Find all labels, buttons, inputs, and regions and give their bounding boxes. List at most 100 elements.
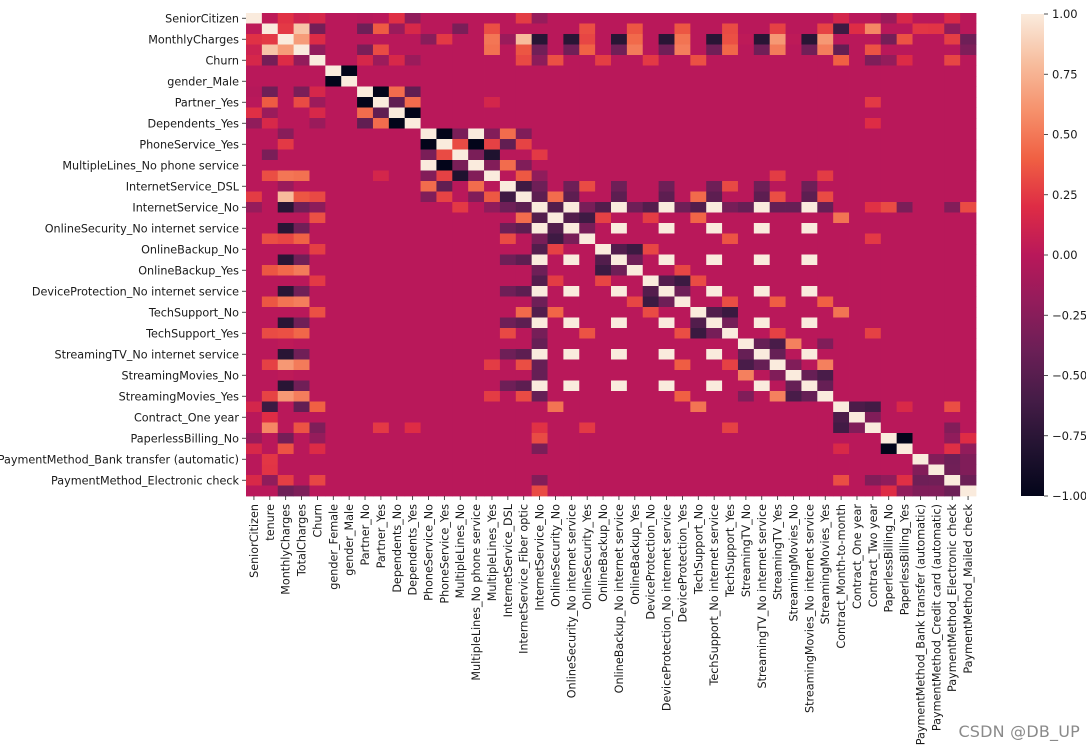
- heatmap-cell: [515, 223, 533, 234]
- heatmap-cell: [372, 454, 390, 465]
- heatmap-cell: [658, 433, 675, 444]
- heatmap-cell: [246, 149, 263, 161]
- heatmap-cell: [690, 170, 707, 182]
- heatmap-cell: [246, 485, 263, 497]
- heatmap-cell: [372, 55, 390, 66]
- heatmap-cell: [436, 265, 453, 276]
- heatmap-cell: [372, 349, 390, 360]
- heatmap-cell: [928, 380, 945, 392]
- heatmap-cell: [293, 44, 310, 56]
- heatmap-cell: [547, 485, 564, 497]
- heatmap-cell: [499, 412, 517, 423]
- heatmap-cell: [658, 13, 675, 24]
- heatmap-cell: [261, 149, 279, 161]
- heatmap-cell: [706, 149, 723, 161]
- heatmap-cell: [420, 454, 437, 465]
- heatmap-cell: [372, 212, 390, 224]
- heatmap-cell: [817, 464, 834, 476]
- heatmap-cell: [864, 328, 882, 339]
- heatmap-cell: [452, 23, 469, 35]
- heatmap-cell: [658, 412, 675, 423]
- heatmap-cell: [753, 181, 771, 192]
- heatmap-cell: [737, 454, 755, 465]
- heatmap-cell: [737, 338, 755, 350]
- heatmap-cell: [880, 149, 898, 161]
- y-tick-label: StreamingTV_No internet service: [55, 348, 240, 361]
- heatmap-cell: [611, 212, 628, 224]
- heatmap-cell: [341, 44, 358, 56]
- heatmap-cell: [753, 254, 771, 266]
- heatmap-cell: [372, 128, 390, 140]
- heatmap-cell: [420, 170, 437, 182]
- heatmap-cell: [785, 286, 802, 297]
- heatmap-cell: [801, 464, 818, 476]
- heatmap-cell: [722, 128, 739, 140]
- heatmap-cell: [706, 349, 723, 360]
- heatmap-cell: [452, 328, 469, 339]
- heatmap-cell: [833, 107, 850, 119]
- heatmap-cell: [325, 349, 342, 360]
- heatmap-cell: [325, 86, 342, 98]
- heatmap-cell: [690, 65, 707, 77]
- heatmap-cell: [960, 433, 977, 444]
- colorbar-tick-label: −0.50: [1052, 369, 1086, 383]
- heatmap-cell: [864, 128, 882, 140]
- heatmap-cell: [674, 359, 691, 371]
- heatmap-cell: [785, 118, 802, 129]
- heatmap-cell: [912, 485, 929, 497]
- heatmap-cell: [293, 149, 310, 161]
- heatmap-cell: [912, 13, 929, 24]
- heatmap-cell: [357, 202, 374, 213]
- heatmap-cell: [325, 23, 342, 35]
- heatmap-cell: [817, 97, 834, 108]
- heatmap-cell: [404, 97, 421, 108]
- heatmap-cell: [912, 76, 929, 87]
- heatmap-cell: [737, 391, 755, 402]
- heatmap-cell: [277, 76, 295, 87]
- heatmap-cell: [372, 202, 390, 213]
- heatmap-cell: [309, 286, 326, 297]
- heatmap-cell: [944, 464, 961, 476]
- heatmap-cell: [595, 139, 612, 150]
- heatmap-cell: [817, 34, 834, 45]
- heatmap-cell: [420, 485, 437, 497]
- heatmap-cell: [833, 44, 850, 56]
- x-tick-label: StreamingTV_No: [740, 504, 753, 597]
- heatmap-cell: [468, 13, 485, 24]
- x-tick-label: Partner_No: [359, 504, 372, 566]
- heatmap-cell: [960, 412, 977, 423]
- heatmap-cell: [388, 233, 406, 245]
- heatmap-cell: [341, 13, 358, 24]
- heatmap-cell: [531, 23, 548, 35]
- heatmap-cell: [499, 464, 517, 476]
- heatmap-cell: [611, 464, 628, 476]
- heatmap-cell: [912, 160, 929, 171]
- heatmap-cell: [880, 412, 898, 423]
- heatmap-cell: [357, 76, 374, 87]
- heatmap-cell: [261, 160, 279, 171]
- heatmap-cell: [388, 454, 406, 465]
- heatmap-cell: [357, 55, 374, 66]
- heatmap-cell: [499, 286, 517, 297]
- heatmap-cell: [563, 422, 580, 434]
- heatmap-cell: [531, 391, 548, 402]
- heatmap-cell: [896, 401, 913, 413]
- heatmap-cell: [801, 443, 818, 455]
- heatmap-cell: [753, 202, 771, 213]
- heatmap-cell: [928, 223, 945, 234]
- heatmap-cell: [753, 13, 771, 24]
- heatmap-cell: [246, 160, 263, 171]
- heatmap-cell: [515, 422, 533, 434]
- heatmap-cell: [928, 202, 945, 213]
- heatmap-cell: [325, 170, 342, 182]
- heatmap-cell: [261, 254, 279, 266]
- heatmap-cell: [293, 128, 310, 140]
- heatmap-cell: [864, 139, 882, 150]
- heatmap-cell: [388, 370, 406, 381]
- heatmap-cell: [531, 443, 548, 455]
- heatmap-cell: [309, 202, 326, 213]
- heatmap-cell: [372, 149, 390, 161]
- heatmap-cell: [372, 338, 390, 350]
- heatmap-cell: [388, 170, 406, 182]
